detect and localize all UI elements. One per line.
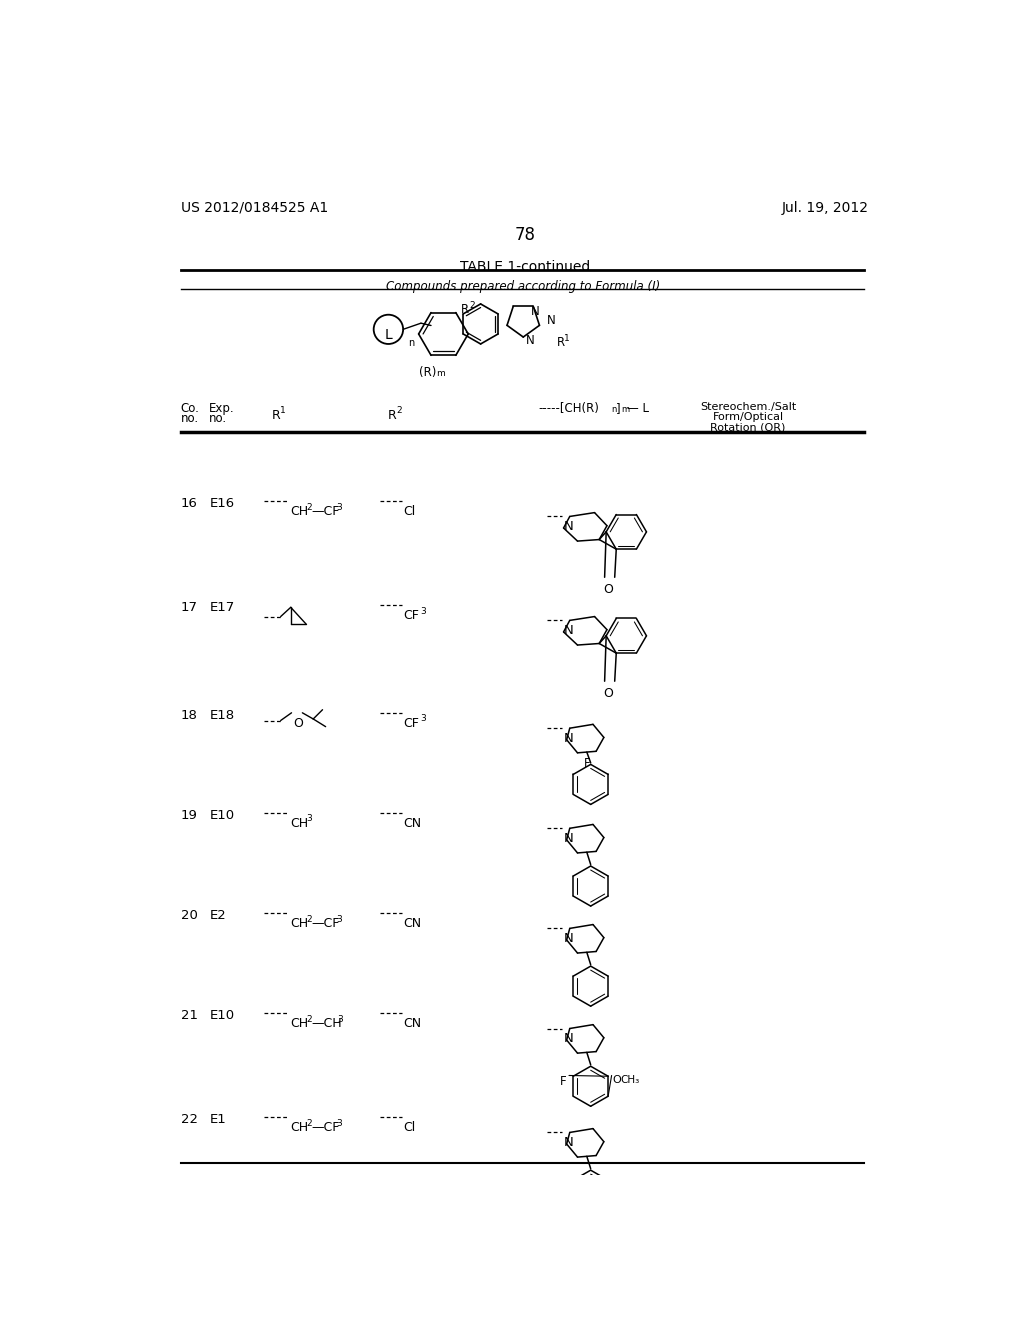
Text: CH₃: CH₃ <box>621 1074 639 1085</box>
Text: N: N <box>563 520 573 533</box>
Text: Form/Optical: Form/Optical <box>713 412 783 422</box>
Text: 2: 2 <box>306 1118 312 1127</box>
Text: 2: 2 <box>306 503 312 512</box>
Text: 2: 2 <box>396 407 401 416</box>
Text: CN: CN <box>403 817 421 830</box>
Text: E2: E2 <box>209 909 226 923</box>
Text: CH: CH <box>290 817 308 830</box>
Text: N: N <box>563 832 573 845</box>
Text: m: m <box>621 405 629 413</box>
Text: 1: 1 <box>280 407 286 416</box>
Text: 78: 78 <box>514 226 536 244</box>
Text: N: N <box>531 305 540 318</box>
Text: E10: E10 <box>209 1010 234 1022</box>
Text: E18: E18 <box>209 709 234 722</box>
Text: n: n <box>409 338 415 347</box>
Text: Cl: Cl <box>403 1121 416 1134</box>
Text: ]: ] <box>616 403 621 416</box>
Text: R: R <box>461 304 469 317</box>
Text: O: O <box>612 1074 622 1085</box>
Text: — L: — L <box>627 403 649 416</box>
Text: 3: 3 <box>306 814 312 824</box>
Text: CN: CN <box>403 1016 421 1030</box>
Text: R: R <box>557 335 564 348</box>
Text: E10: E10 <box>209 809 234 822</box>
Text: L: L <box>385 327 392 342</box>
Text: Jul. 19, 2012: Jul. 19, 2012 <box>782 201 869 215</box>
Text: 19: 19 <box>180 809 198 822</box>
Text: 3: 3 <box>337 1118 342 1127</box>
Text: 16: 16 <box>180 498 198 511</box>
Text: Exp.: Exp. <box>209 403 234 416</box>
Text: CF: CF <box>403 717 419 730</box>
Text: 2: 2 <box>306 1015 312 1023</box>
Text: no.: no. <box>209 412 227 425</box>
Text: CH: CH <box>290 1016 308 1030</box>
Text: O: O <box>603 688 613 701</box>
Text: CF: CF <box>403 609 419 622</box>
Text: 3: 3 <box>420 607 426 615</box>
Text: E17: E17 <box>209 601 234 614</box>
Text: N: N <box>563 1032 573 1045</box>
Text: N: N <box>547 314 555 327</box>
Text: (R): (R) <box>419 367 436 379</box>
Text: 22: 22 <box>180 1113 198 1126</box>
Text: TABLE 1-continued: TABLE 1-continued <box>460 260 590 275</box>
Text: 20: 20 <box>180 909 198 923</box>
Text: CN: CN <box>403 917 421 929</box>
Text: Stereochem./Salt: Stereochem./Salt <box>699 403 796 412</box>
Text: 18: 18 <box>180 709 198 722</box>
Text: N: N <box>525 334 535 347</box>
Text: Rotation (OR): Rotation (OR) <box>711 422 785 433</box>
Text: 3: 3 <box>420 714 426 723</box>
Text: m: m <box>436 370 445 379</box>
Text: US 2012/0184525 A1: US 2012/0184525 A1 <box>180 201 328 215</box>
Text: F: F <box>560 1074 566 1088</box>
Text: F: F <box>584 756 590 770</box>
Text: —CF: —CF <box>311 1121 340 1134</box>
Text: N: N <box>563 624 573 638</box>
Text: no.: no. <box>180 412 199 425</box>
Text: 3: 3 <box>337 1015 343 1023</box>
Text: 21: 21 <box>180 1010 198 1022</box>
Text: 2: 2 <box>306 915 312 924</box>
Text: 2: 2 <box>469 301 475 310</box>
Text: CH: CH <box>290 917 308 929</box>
Text: R: R <box>388 409 396 421</box>
Text: E16: E16 <box>209 498 234 511</box>
Text: 3: 3 <box>337 503 342 512</box>
Text: O: O <box>603 583 613 597</box>
Text: —CH: —CH <box>311 1016 342 1030</box>
Text: 17: 17 <box>180 601 198 614</box>
Text: 3: 3 <box>337 915 342 924</box>
Text: CH: CH <box>290 1121 308 1134</box>
Text: N: N <box>563 733 573 744</box>
Text: —CF: —CF <box>311 506 340 517</box>
Text: n: n <box>611 405 616 413</box>
Text: CH: CH <box>290 506 308 517</box>
Text: Cl: Cl <box>403 506 416 517</box>
Text: —CF: —CF <box>311 917 340 929</box>
Text: Compounds prepared according to Formula (I).: Compounds prepared according to Formula … <box>386 280 664 293</box>
Text: 1: 1 <box>564 334 570 343</box>
Text: -----[CH(R): -----[CH(R) <box>539 403 600 416</box>
Text: N: N <box>563 932 573 945</box>
Text: E1: E1 <box>209 1113 226 1126</box>
Text: Co.: Co. <box>180 403 200 416</box>
Text: O: O <box>293 717 303 730</box>
Text: R: R <box>271 409 281 421</box>
Text: N: N <box>563 1137 573 1150</box>
